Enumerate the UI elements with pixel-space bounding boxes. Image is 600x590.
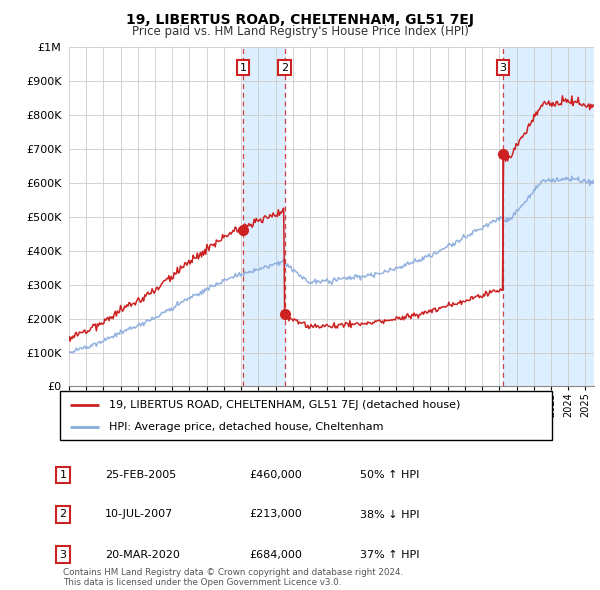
Text: Contains HM Land Registry data © Crown copyright and database right 2024.: Contains HM Land Registry data © Crown c… (63, 568, 403, 577)
Text: 25-FEB-2005: 25-FEB-2005 (105, 470, 176, 480)
Text: 3: 3 (59, 550, 67, 559)
Text: Price paid vs. HM Land Registry's House Price Index (HPI): Price paid vs. HM Land Registry's House … (131, 25, 469, 38)
Text: 38% ↓ HPI: 38% ↓ HPI (360, 510, 419, 519)
Text: £213,000: £213,000 (249, 510, 302, 519)
Text: £684,000: £684,000 (249, 550, 302, 559)
Text: 1: 1 (239, 63, 247, 73)
Text: 19, LIBERTUS ROAD, CHELTENHAM, GL51 7EJ: 19, LIBERTUS ROAD, CHELTENHAM, GL51 7EJ (126, 13, 474, 27)
Text: 20-MAR-2020: 20-MAR-2020 (105, 550, 180, 559)
Text: 2: 2 (281, 63, 288, 73)
Text: 37% ↑ HPI: 37% ↑ HPI (360, 550, 419, 559)
Text: This data is licensed under the Open Government Licence v3.0.: This data is licensed under the Open Gov… (63, 578, 341, 587)
Text: 3: 3 (499, 63, 506, 73)
Bar (243, 47, 284, 386)
Text: 50% ↑ HPI: 50% ↑ HPI (360, 470, 419, 480)
Text: 1: 1 (59, 470, 67, 480)
Text: 10-JUL-2007: 10-JUL-2007 (105, 510, 173, 519)
Text: 19, LIBERTUS ROAD, CHELTENHAM, GL51 7EJ (detached house): 19, LIBERTUS ROAD, CHELTENHAM, GL51 7EJ … (109, 399, 461, 409)
Text: £460,000: £460,000 (249, 470, 302, 480)
Text: HPI: Average price, detached house, Cheltenham: HPI: Average price, detached house, Chel… (109, 422, 384, 432)
Text: 2: 2 (59, 510, 67, 519)
FancyBboxPatch shape (60, 391, 552, 440)
Bar (503, 47, 594, 386)
